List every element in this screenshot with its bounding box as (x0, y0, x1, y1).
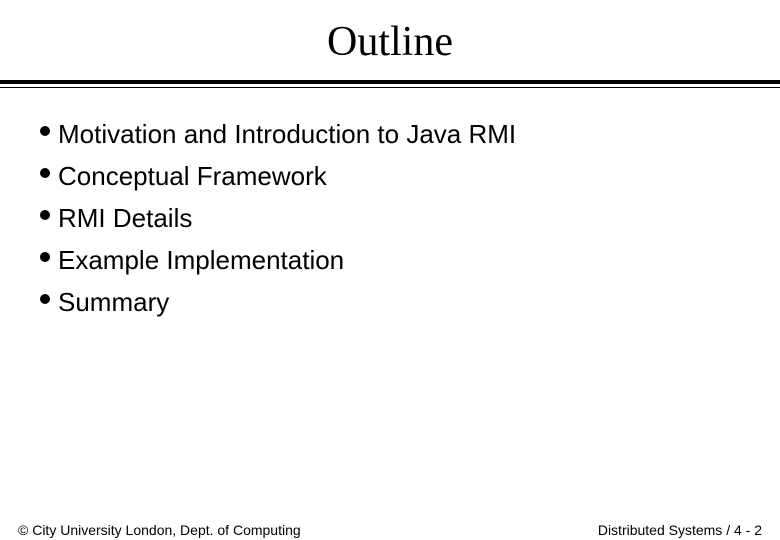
bullet-text: Motivation and Introduction to Java RMI (58, 116, 516, 152)
footer-right: Distributed Systems / 4 - 2 (598, 522, 762, 538)
bullet-icon (40, 294, 50, 304)
bullet-list: Motivation and Introduction to Java RMI … (40, 116, 740, 320)
slide-title: Outline (0, 18, 780, 66)
footer: © City University London, Dept. of Compu… (18, 522, 762, 538)
bullet-text: Example Implementation (58, 242, 344, 278)
list-item: Motivation and Introduction to Java RMI (40, 116, 740, 152)
list-item: Example Implementation (40, 242, 740, 278)
bullet-text: Summary (58, 284, 169, 320)
slide: Outline Motivation and Introduction to J… (0, 18, 780, 540)
list-item: Summary (40, 284, 740, 320)
bullet-icon (40, 168, 50, 178)
bullet-icon (40, 252, 50, 262)
title-divider (0, 80, 780, 88)
content-area: Motivation and Introduction to Java RMI … (0, 88, 780, 320)
footer-left: © City University London, Dept. of Compu… (18, 522, 301, 538)
list-item: RMI Details (40, 200, 740, 236)
bullet-icon (40, 126, 50, 136)
list-item: Conceptual Framework (40, 158, 740, 194)
bullet-text: RMI Details (58, 200, 192, 236)
bullet-text: Conceptual Framework (58, 158, 327, 194)
bullet-icon (40, 210, 50, 220)
